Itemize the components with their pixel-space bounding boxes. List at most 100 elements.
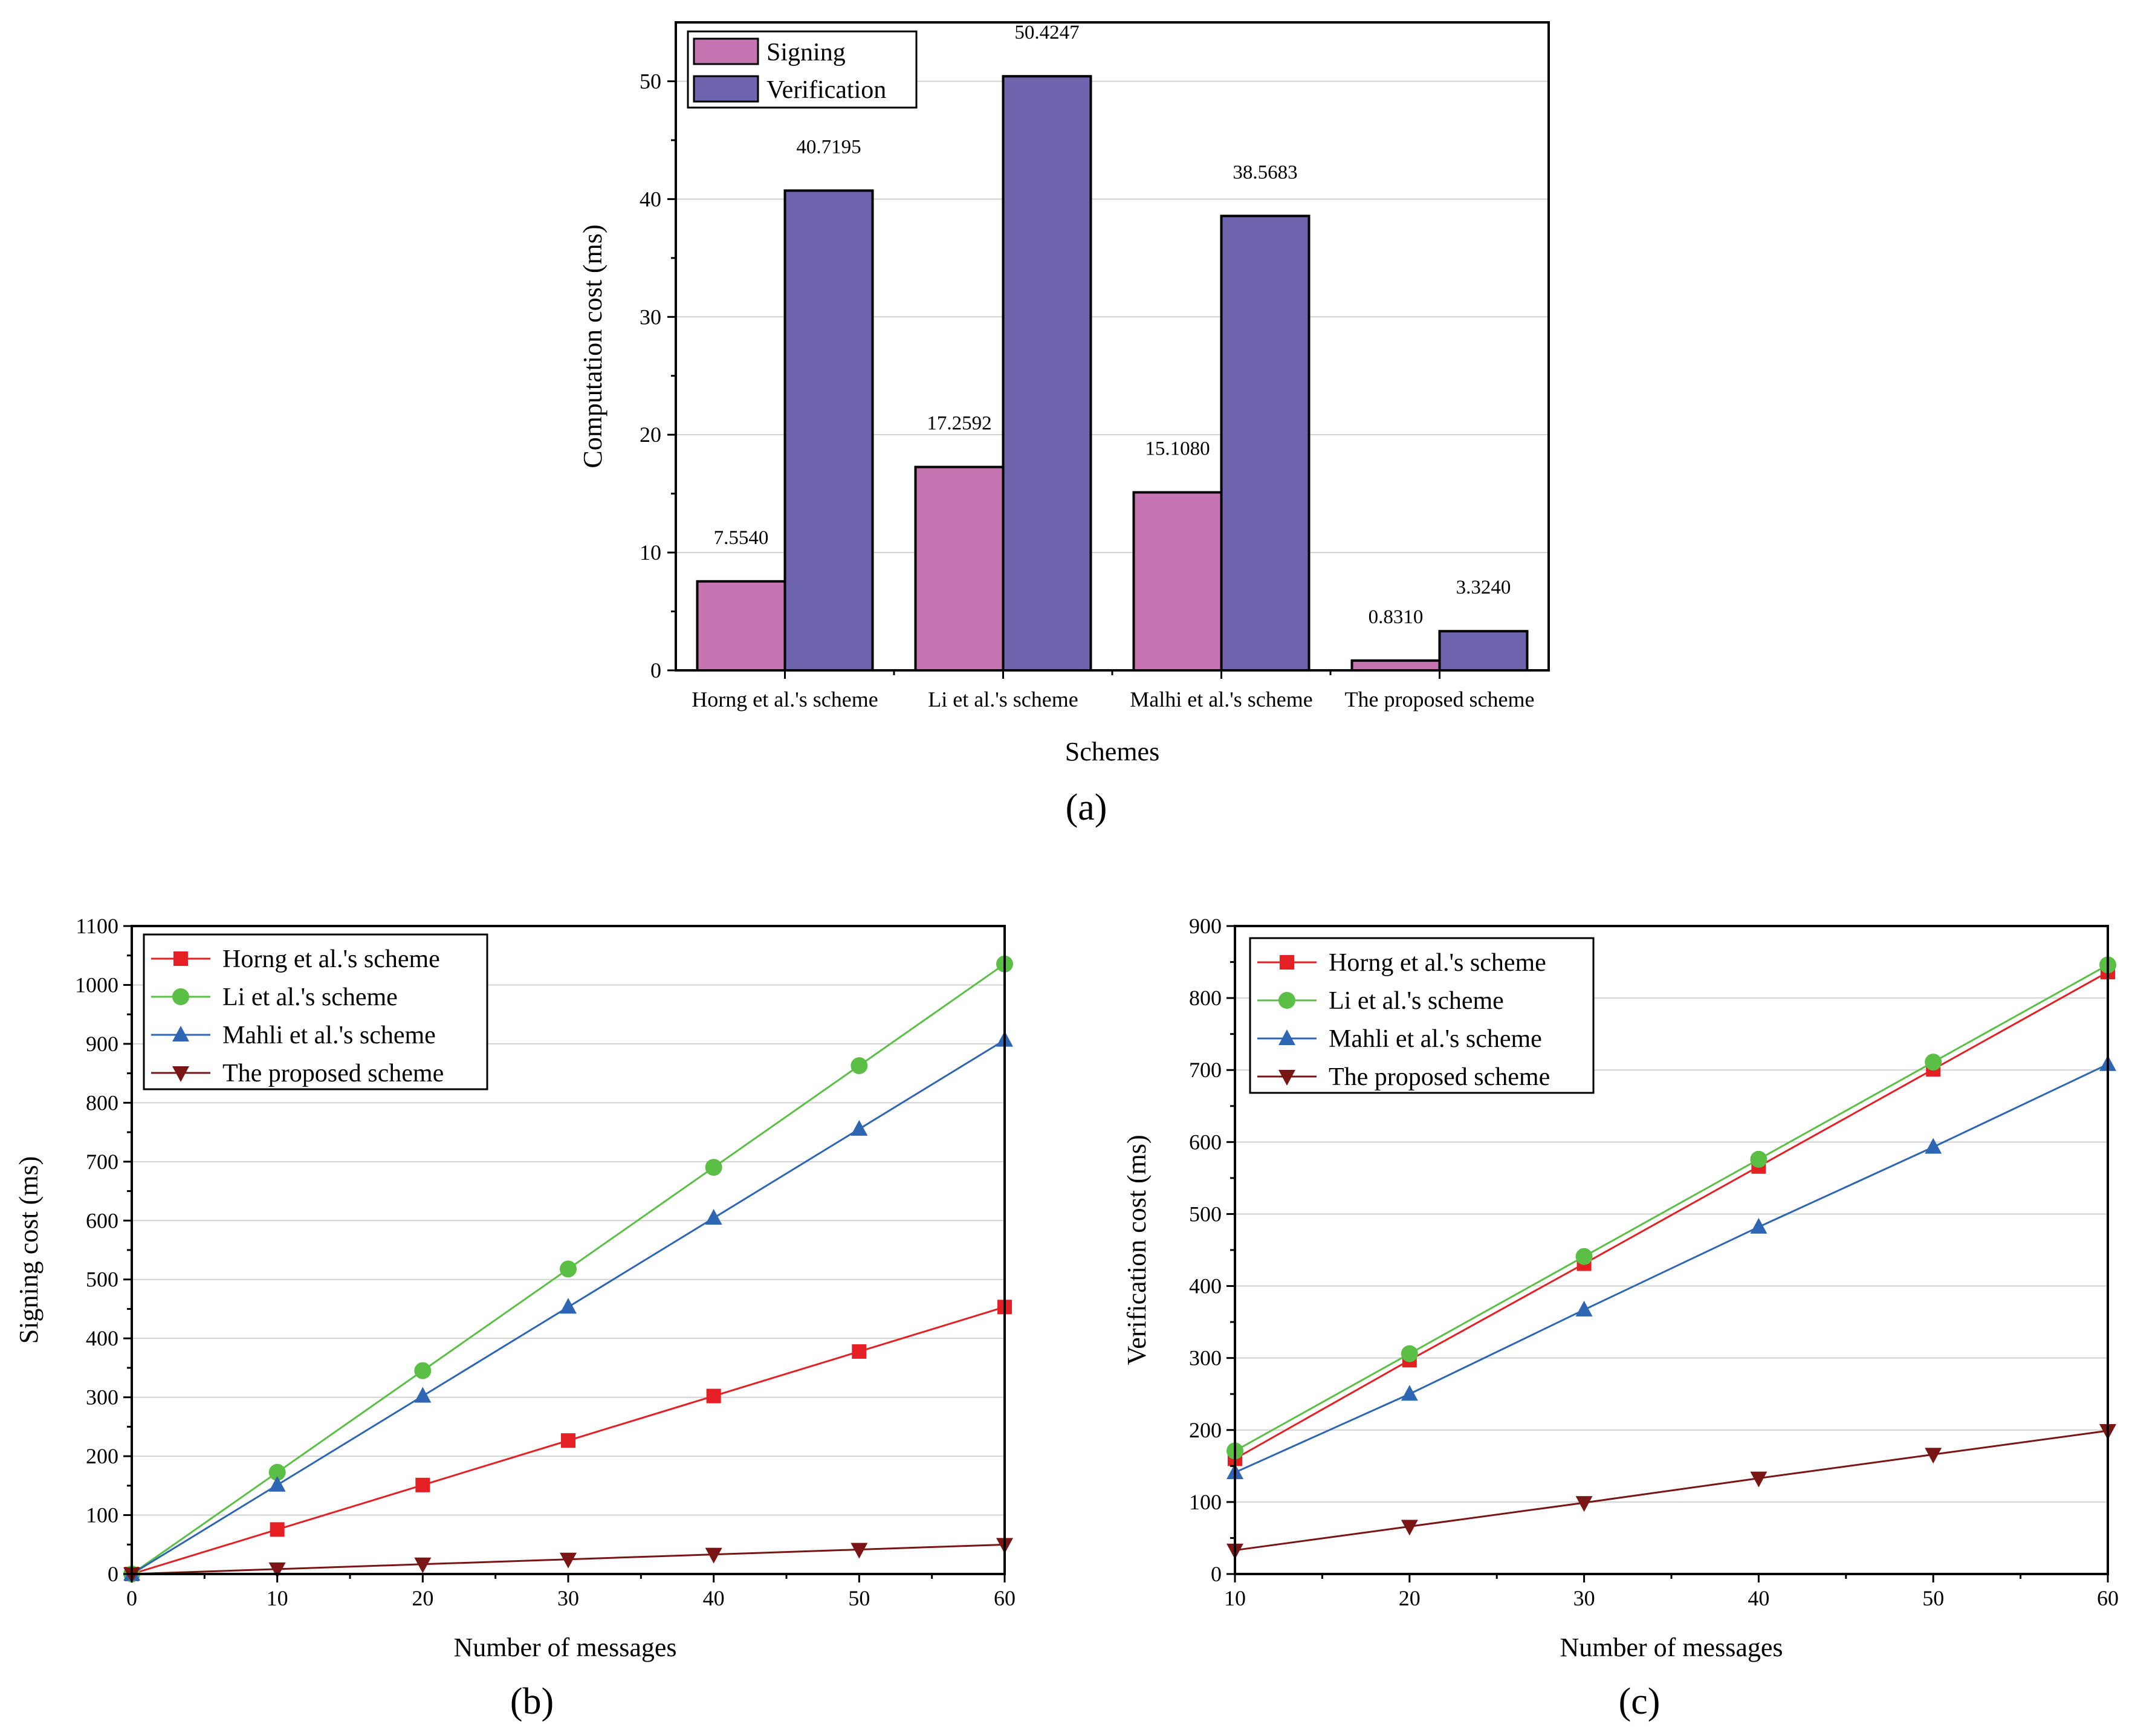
- panel-c-y-tick-label: 700: [1189, 1058, 1222, 1082]
- marker-li-et-al-s-scheme-10: [268, 1463, 286, 1481]
- data-label-signing-malhi-et-al-s-scheme: 15.1080: [1145, 438, 1210, 460]
- panel-a-category-label-the-proposed-scheme: The proposed scheme: [1345, 687, 1535, 711]
- bar-signing-malhi-et-al-s-scheme: [1132, 491, 1223, 672]
- panel-b-y-tick-label: 200: [86, 1444, 118, 1468]
- marker-mahli-et-al-s-scheme-40: [705, 1209, 722, 1225]
- marker-the-proposed-scheme-40: [1750, 1471, 1767, 1488]
- panel-b-y-tick-label: 1000: [75, 973, 118, 997]
- panel-c-legend: Horng et al.'s scheme Li et al.'s scheme M…: [1249, 937, 1595, 1094]
- panel-a-y-axis-title: Computation cost (ms): [578, 224, 608, 468]
- panel-c-y-tick-label: 800: [1189, 986, 1222, 1010]
- panel-c-y-tick-label: 0: [1211, 1562, 1222, 1586]
- panel-a-y-tick-label: 20: [640, 423, 661, 447]
- panel-a-legend: Signing Verification: [687, 30, 918, 109]
- marker-li-et-al-s-scheme-20: [414, 1362, 432, 1379]
- marker-mahli-et-al-s-scheme-40: [1750, 1217, 1767, 1234]
- legend-label-horng-et-al-s-scheme: Horng et al.'s scheme: [1329, 949, 1546, 977]
- panel-b-legend-box: [143, 933, 488, 1090]
- marker-the-proposed-scheme-20: [1401, 1520, 1418, 1536]
- legend-marker-horng-et-al-s-scheme: [1280, 955, 1294, 970]
- bar-verification-horng-et-al-s-scheme: [783, 189, 874, 672]
- panel-c-label: (c): [1619, 1681, 1661, 1722]
- panel-b-label: (b): [510, 1681, 554, 1722]
- marker-li-et-al-s-scheme-50: [1925, 1054, 1942, 1071]
- panel-b-x-tick-label: 10: [267, 1586, 288, 1610]
- marker-horng-et-al-s-scheme-30: [561, 1433, 575, 1448]
- marker-horng-et-al-s-scheme-20: [415, 1477, 430, 1492]
- panel-c-x-tick-label: 10: [1224, 1586, 1246, 1610]
- data-label-verification-horng-et-al-s-scheme: 40.7195: [796, 136, 861, 158]
- panel-c-x-tick-label: 60: [2097, 1586, 2119, 1610]
- panel-b-y-tick-label: 0: [108, 1562, 118, 1586]
- legend-marker-horng-et-al-s-scheme: [173, 951, 188, 966]
- marker-mahli-et-al-s-scheme-10: [268, 1475, 286, 1492]
- marker-horng-et-al-s-scheme-50: [852, 1344, 867, 1359]
- panel-a-category-label-horng-et-al-s-scheme: Horng et al.'s scheme: [692, 687, 878, 711]
- legend-label-li-et-al-s-scheme: Li et al.'s scheme: [222, 983, 398, 1011]
- panel-b-y-tick-label: 400: [86, 1326, 118, 1350]
- panel-a-category-label-malhi-et-al-s-scheme: Malhi et al.'s scheme: [1130, 687, 1312, 711]
- marker-li-et-al-s-scheme-30: [560, 1260, 577, 1278]
- panel-a-y-tick-label: 10: [640, 540, 661, 565]
- panel-a-y-tick-label: 30: [640, 305, 661, 329]
- panel-a-y-tick-label: 50: [640, 69, 661, 93]
- panel-b-x-tick-label: 30: [557, 1586, 579, 1610]
- panel-b-y-tick-label: 300: [86, 1385, 118, 1410]
- panel-a-x-axis-title: Schemes: [1065, 737, 1159, 766]
- panel-b-y-tick-label: 100: [86, 1503, 118, 1527]
- data-label-verification-li-et-al-s-scheme: 50.4247: [1014, 22, 1079, 44]
- panel-c-x-tick-label: 40: [1748, 1586, 1769, 1610]
- bar-verification-li-et-al-s-scheme: [1002, 75, 1092, 672]
- legend-label-mahli-et-al-s-scheme: Mahli et al.'s scheme: [222, 1022, 436, 1049]
- legend-label-li-et-al-s-scheme: Li et al.'s scheme: [1329, 987, 1504, 1015]
- marker-mahli-et-al-s-scheme-50: [851, 1119, 868, 1136]
- marker-mahli-et-al-s-scheme-30: [1575, 1300, 1593, 1317]
- legend-label-verification: Verification: [766, 76, 886, 104]
- panel-c-y-tick-label: 500: [1189, 1202, 1222, 1226]
- data-label-signing-horng-et-al-s-scheme: 7.5540: [714, 527, 769, 549]
- marker-li-et-al-s-scheme-20: [1401, 1345, 1418, 1362]
- legend-marker-li-et-al-s-scheme: [172, 988, 189, 1005]
- panel-c-y-tick-label: 100: [1189, 1490, 1222, 1514]
- legend-marker-mahli-et-al-s-scheme: [172, 1026, 189, 1041]
- line-horng-et-al-s-scheme: [1234, 971, 2108, 1460]
- bar-verification-the-proposed-scheme: [1438, 630, 1529, 672]
- panel-c-x-tick-label: 20: [1399, 1586, 1421, 1610]
- panel-a-y-tick-label: 0: [650, 658, 661, 682]
- panel-c-x-tick-label: 30: [1573, 1586, 1595, 1610]
- legend-swatch-signing: [693, 37, 759, 65]
- line-mahli-et-al-s-scheme: [1234, 1063, 2108, 1474]
- panel-b-y-tick-label: 500: [86, 1268, 118, 1292]
- legend-swatch-verification: [693, 75, 759, 103]
- legend-label-horng-et-al-s-scheme: Horng et al.'s scheme: [222, 945, 440, 973]
- legend-marker-mahli-et-al-s-scheme: [1278, 1029, 1295, 1045]
- line-li-et-al-s-scheme: [1234, 964, 2108, 1452]
- panel-b-y-tick-label: 900: [86, 1032, 118, 1056]
- legend-label-the-proposed-scheme: The proposed scheme: [222, 1060, 444, 1087]
- panel-c-x-tick-label: 50: [1922, 1586, 1944, 1610]
- panel-c-y-tick-label: 900: [1189, 914, 1222, 938]
- bar-signing-the-proposed-scheme: [1350, 659, 1441, 672]
- panel-b-y-tick-label: 800: [86, 1090, 118, 1115]
- marker-the-proposed-scheme-10: [268, 1562, 286, 1578]
- panel-b-x-axis-title: Number of messages: [453, 1633, 676, 1662]
- marker-li-et-al-s-scheme-40: [1750, 1150, 1767, 1168]
- panel-a-category-label-li-et-al-s-scheme: Li et al.'s scheme: [928, 687, 1078, 711]
- line-the-proposed-scheme: [1234, 1430, 2108, 1552]
- panel-c-x-axis-title: Number of messages: [1560, 1633, 1783, 1662]
- panel-b-x-tick-label: 40: [703, 1586, 725, 1610]
- legend-label-mahli-et-al-s-scheme: Mahli et al.'s scheme: [1329, 1025, 1542, 1053]
- bar-signing-li-et-al-s-scheme: [914, 465, 1005, 672]
- panel-b-x-tick-label: 0: [126, 1586, 137, 1610]
- bar-signing-horng-et-al-s-scheme: [696, 580, 786, 672]
- panel-b-y-axis-title: Signing cost (ms): [14, 1156, 44, 1344]
- panel-c-legend-box: [1249, 937, 1595, 1094]
- marker-li-et-al-s-scheme-30: [1575, 1248, 1593, 1265]
- marker-the-proposed-scheme-30: [560, 1552, 577, 1569]
- marker-mahli-et-al-s-scheme-20: [414, 1387, 432, 1403]
- panel-c-y-tick-label: 600: [1189, 1130, 1222, 1154]
- data-label-signing-li-et-al-s-scheme: 17.2592: [927, 413, 991, 435]
- legend-marker-the-proposed-scheme: [1278, 1070, 1295, 1086]
- panel-c-y-tick-label: 300: [1189, 1346, 1222, 1370]
